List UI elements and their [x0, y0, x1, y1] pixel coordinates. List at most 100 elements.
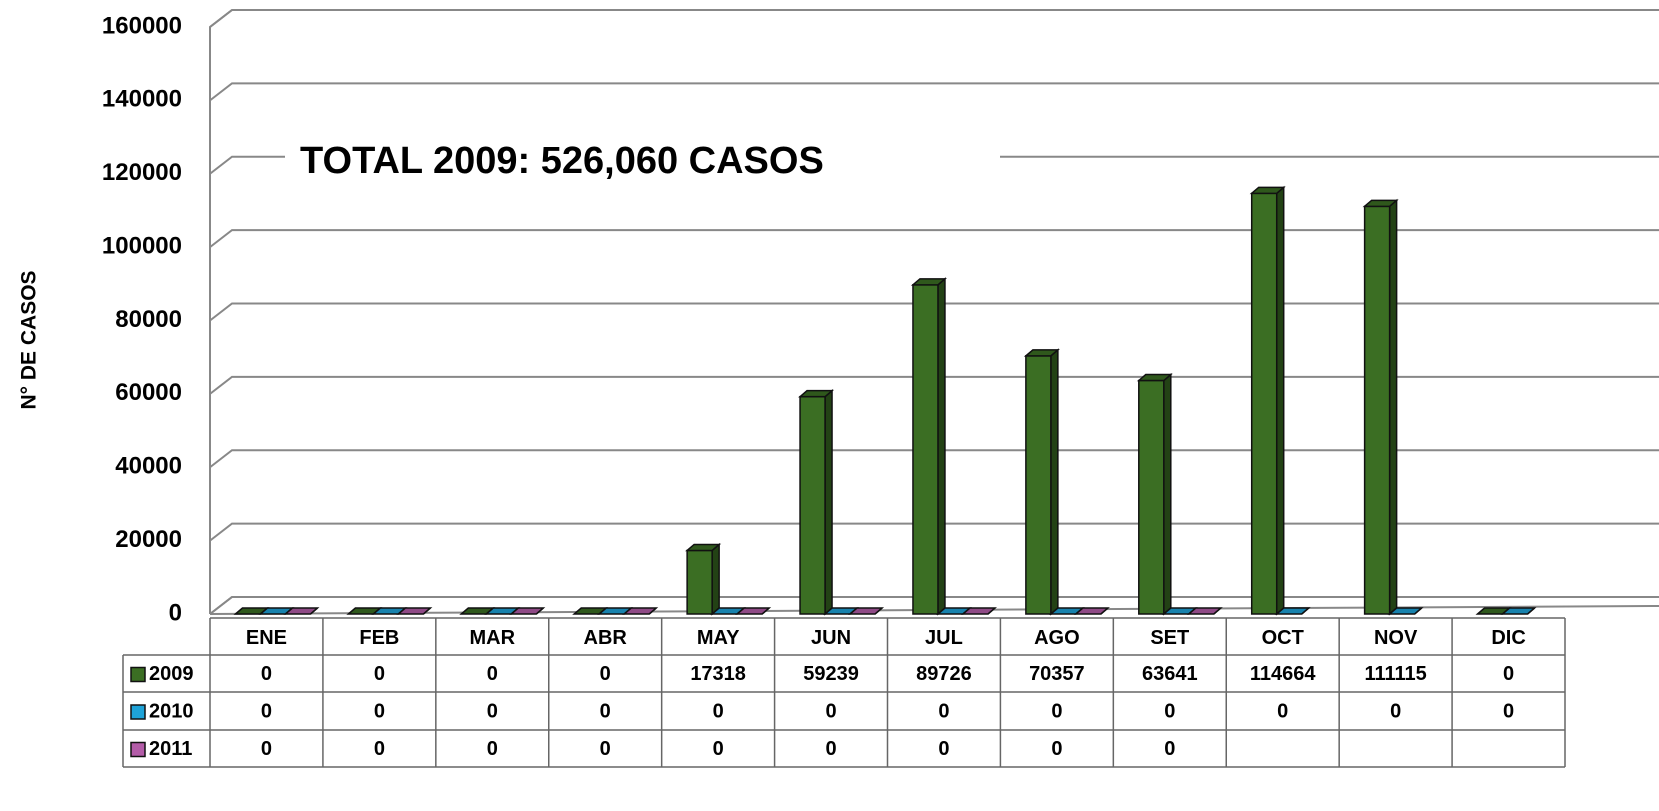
- bar-front: [1363, 205, 1391, 615]
- bar-top: [1023, 349, 1060, 357]
- bar-top: [1387, 607, 1424, 615]
- table-value: 63641: [1142, 663, 1198, 685]
- y-tick-label: 0: [169, 599, 182, 626]
- table-value: 70357: [1029, 663, 1085, 685]
- bar-front: [686, 549, 713, 615]
- grid-line: [209, 596, 1659, 615]
- y-tick-label: 20000: [115, 526, 182, 553]
- bar-top: [848, 607, 885, 615]
- table-value: 0: [713, 738, 724, 760]
- table-value: 0: [487, 663, 498, 685]
- bar-side: [824, 389, 833, 616]
- bar: [1362, 198, 1399, 616]
- x-tick-label: SET: [1150, 627, 1189, 649]
- legend-label: 2009: [149, 663, 194, 685]
- table-value: 0: [938, 700, 949, 722]
- x-tick-label: MAR: [470, 627, 516, 649]
- table-value: 0: [1277, 700, 1288, 722]
- bar-front: [1250, 192, 1278, 615]
- x-tick-label: NOV: [1374, 627, 1418, 649]
- table-value: 0: [374, 663, 385, 685]
- bar: [798, 389, 835, 616]
- table-value: 59239: [803, 663, 859, 685]
- table-value: 89726: [916, 663, 972, 685]
- grid-line: [209, 82, 1659, 102]
- bar-top: [1186, 607, 1223, 615]
- bar: [396, 607, 433, 615]
- table-value: 0: [261, 738, 272, 760]
- bar-top: [685, 543, 722, 552]
- table-value: 0: [1164, 738, 1175, 760]
- bar-front: [799, 395, 826, 615]
- bar-top: [1136, 373, 1173, 382]
- grid-line: [209, 449, 1659, 469]
- bar: [622, 607, 659, 615]
- table-value: 0: [261, 663, 272, 685]
- legend-swatch: [130, 666, 146, 683]
- bar-top: [1500, 607, 1537, 615]
- bar: [509, 607, 546, 615]
- table-value: 114664: [1250, 663, 1317, 685]
- legend-label: 2010: [149, 700, 194, 722]
- table-value: 0: [487, 738, 498, 760]
- bar: [1136, 372, 1173, 616]
- bar: [1387, 607, 1424, 615]
- table-value: 111115: [1364, 663, 1426, 685]
- bar-top: [960, 607, 997, 615]
- table-value: 0: [1503, 663, 1514, 685]
- bar-side: [711, 542, 720, 616]
- bar-top: [798, 389, 835, 398]
- bar-side: [1275, 185, 1285, 616]
- table-value: 0: [938, 738, 949, 760]
- y-tick-label: 80000: [115, 306, 182, 333]
- bar-front: [912, 284, 939, 615]
- bar-side: [1163, 372, 1172, 616]
- y-tick-label: 160000: [102, 12, 182, 39]
- bar-side: [937, 277, 946, 616]
- bar: [960, 607, 997, 615]
- bar-top: [396, 607, 433, 615]
- y-tick-label: 40000: [115, 453, 182, 480]
- bar: [283, 607, 320, 615]
- bar-top: [1274, 607, 1311, 615]
- table-value: 0: [374, 738, 385, 760]
- bar-top: [1249, 186, 1286, 195]
- y-tick-label: 120000: [102, 159, 182, 186]
- grid-line: [209, 229, 1659, 248]
- bar-front: [1138, 379, 1165, 615]
- x-tick-label: FEB: [359, 627, 399, 649]
- x-tick-label: ABR: [584, 627, 628, 649]
- grid-line: [209, 522, 1659, 542]
- bar-side: [1050, 348, 1059, 616]
- bar-top: [509, 607, 546, 615]
- legend-label: 2011: [149, 738, 192, 760]
- bar-side: [1388, 198, 1398, 616]
- bar: [1073, 607, 1110, 615]
- bar: [685, 542, 722, 616]
- annotation: TOTAL 2009: 526,060 CASOS: [300, 140, 824, 182]
- grid-line: [209, 9, 1659, 28]
- table-value: 0: [374, 700, 385, 722]
- bar: [1500, 607, 1537, 615]
- grid-line: [209, 375, 1659, 395]
- bar: [1186, 607, 1223, 615]
- bar: [910, 277, 947, 616]
- grid-line: [209, 155, 1659, 175]
- bar-top: [283, 607, 320, 615]
- annotation-bg: [285, 130, 1000, 190]
- bar-top: [735, 607, 772, 615]
- table-value: 0: [600, 663, 611, 685]
- x-tick-label: AGO: [1034, 627, 1080, 649]
- legend-swatch: [130, 704, 146, 720]
- bar: [1023, 348, 1060, 616]
- table-value: 0: [825, 700, 836, 722]
- table-value: 0: [1503, 700, 1514, 722]
- table-value: 0: [1164, 700, 1175, 722]
- table-value: 0: [825, 738, 836, 760]
- bar: [848, 607, 885, 615]
- bar: [1249, 185, 1286, 616]
- table-value: 0: [1051, 700, 1062, 722]
- x-tick-label: OCT: [1262, 627, 1304, 649]
- bar: [735, 607, 772, 615]
